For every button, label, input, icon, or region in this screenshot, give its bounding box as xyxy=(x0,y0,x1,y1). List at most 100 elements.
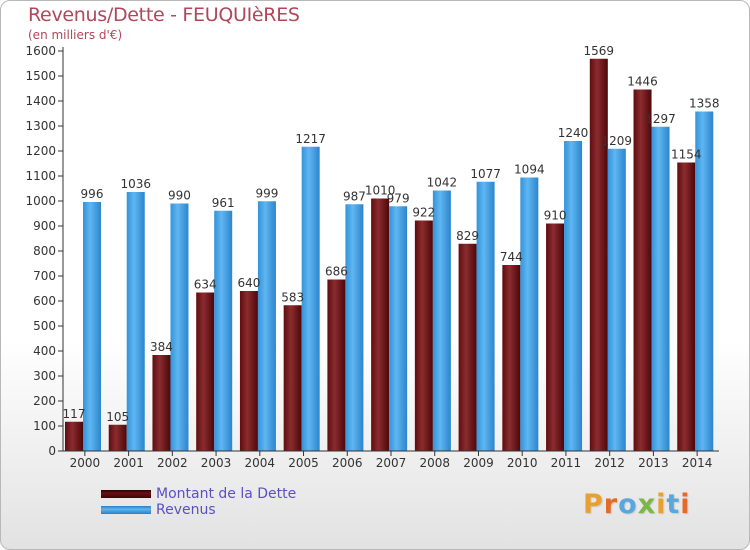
y-tick-label: 0 xyxy=(48,444,56,458)
y-tick-label: 900 xyxy=(33,219,56,233)
bar-revenus xyxy=(126,192,145,451)
x-tick-label: 2004 xyxy=(245,456,276,470)
x-tick-label: 2013 xyxy=(638,456,669,470)
data-label: 922 xyxy=(412,206,435,220)
bar-dette xyxy=(196,292,215,451)
data-label: 117 xyxy=(63,407,86,421)
data-label: 384 xyxy=(150,340,173,354)
chart-subtitle: (en milliers d'€) xyxy=(28,28,123,42)
data-label: 1154 xyxy=(671,148,702,162)
data-label: 1240 xyxy=(558,126,589,140)
data-label: 1010 xyxy=(365,184,396,198)
x-tick-label: 2000 xyxy=(70,456,101,470)
data-label: 1042 xyxy=(427,176,458,190)
y-tick-label: 1400 xyxy=(25,94,56,108)
bar-dette xyxy=(633,89,652,451)
x-tick-label: 2009 xyxy=(463,456,494,470)
bar-revenus xyxy=(170,203,189,451)
logo-letter: t xyxy=(666,489,681,520)
y-tick-label: 100 xyxy=(33,419,56,433)
bar-revenus xyxy=(257,201,276,451)
bar-revenus xyxy=(651,126,670,451)
x-tick-label: 2002 xyxy=(157,456,188,470)
x-tick-label: 2011 xyxy=(551,456,582,470)
legend-swatch-revenus xyxy=(101,506,151,514)
bar-dette xyxy=(65,421,83,451)
y-tick-label: 400 xyxy=(33,344,56,358)
data-label: 583 xyxy=(281,290,304,304)
bar-dette xyxy=(458,243,477,451)
data-label: 1094 xyxy=(514,163,545,177)
bar-revenus xyxy=(476,181,495,451)
bar-revenus xyxy=(564,141,583,451)
y-tick-label: 1300 xyxy=(25,119,56,133)
logo-letter: x xyxy=(637,489,657,520)
bar-revenus xyxy=(432,190,451,451)
data-label: 1036 xyxy=(120,177,151,191)
data-label: 640 xyxy=(237,276,260,290)
legend-label-revenus: Revenus xyxy=(156,502,216,518)
y-tick-label: 700 xyxy=(33,269,56,283)
y-tick-label: 200 xyxy=(33,394,56,408)
data-label: 990 xyxy=(168,189,191,203)
data-label: 1569 xyxy=(584,44,615,58)
legend-swatch-dette xyxy=(101,490,151,498)
bar-revenus xyxy=(214,210,233,451)
logo-letter: i xyxy=(680,489,691,520)
bar-dette xyxy=(502,265,521,451)
data-label: 1297 xyxy=(645,112,676,126)
data-label: 634 xyxy=(194,278,217,292)
bar-revenus xyxy=(83,202,101,451)
y-tick-label: 600 xyxy=(33,294,56,308)
data-label: 1217 xyxy=(295,132,326,146)
logo-letter: i xyxy=(656,489,667,520)
data-label: 1446 xyxy=(627,75,658,89)
x-tick-label: 2014 xyxy=(682,456,713,470)
data-label: 996 xyxy=(81,187,104,201)
data-label: 829 xyxy=(456,229,479,243)
x-tick-label: 2010 xyxy=(507,456,538,470)
data-label: 686 xyxy=(325,265,348,279)
bar-dette xyxy=(108,424,127,451)
bar-dette xyxy=(152,355,171,451)
bar-dette xyxy=(239,291,258,451)
data-label: 987 xyxy=(343,189,366,203)
bar-revenus xyxy=(520,177,539,451)
data-label: 979 xyxy=(387,191,410,205)
bar-revenus xyxy=(301,146,320,451)
y-tick-label: 1500 xyxy=(25,69,56,83)
bar-dette xyxy=(371,198,390,451)
logo-letter: P xyxy=(583,489,604,520)
x-tick-label: 2007 xyxy=(376,456,407,470)
bar-revenus xyxy=(389,206,408,451)
x-tick-label: 2008 xyxy=(419,456,450,470)
data-label: 961 xyxy=(212,196,235,210)
bar-dette xyxy=(327,279,346,451)
x-tick-label: 2012 xyxy=(594,456,625,470)
data-label: 999 xyxy=(255,186,278,200)
data-label: 744 xyxy=(500,250,523,264)
y-tick-label: 500 xyxy=(33,319,56,333)
bar-dette xyxy=(414,220,433,451)
bar-revenus xyxy=(607,148,626,451)
data-label: 910 xyxy=(544,209,567,223)
data-label: 1077 xyxy=(470,167,501,181)
x-tick-label: 2001 xyxy=(113,456,144,470)
y-tick-label: 1600 xyxy=(25,44,56,58)
logo-letter: o xyxy=(618,489,638,520)
logo-letter: r xyxy=(603,489,619,520)
proxiti-logo: Proxiti xyxy=(583,489,691,520)
y-tick-label: 1100 xyxy=(25,169,56,183)
data-label: 105 xyxy=(106,410,129,424)
bar-dette xyxy=(589,58,608,451)
data-label: 1358 xyxy=(689,97,720,111)
y-tick-label: 800 xyxy=(33,244,56,258)
bar-revenus xyxy=(345,204,364,451)
chart-title: Revenus/Dette - FEUQUIèRES xyxy=(28,4,300,26)
x-tick-label: 2006 xyxy=(332,456,363,470)
legend-label-dette: Montant de la Dette xyxy=(156,486,297,502)
data-label: 1209 xyxy=(602,134,633,148)
y-tick-label: 1000 xyxy=(25,194,56,208)
